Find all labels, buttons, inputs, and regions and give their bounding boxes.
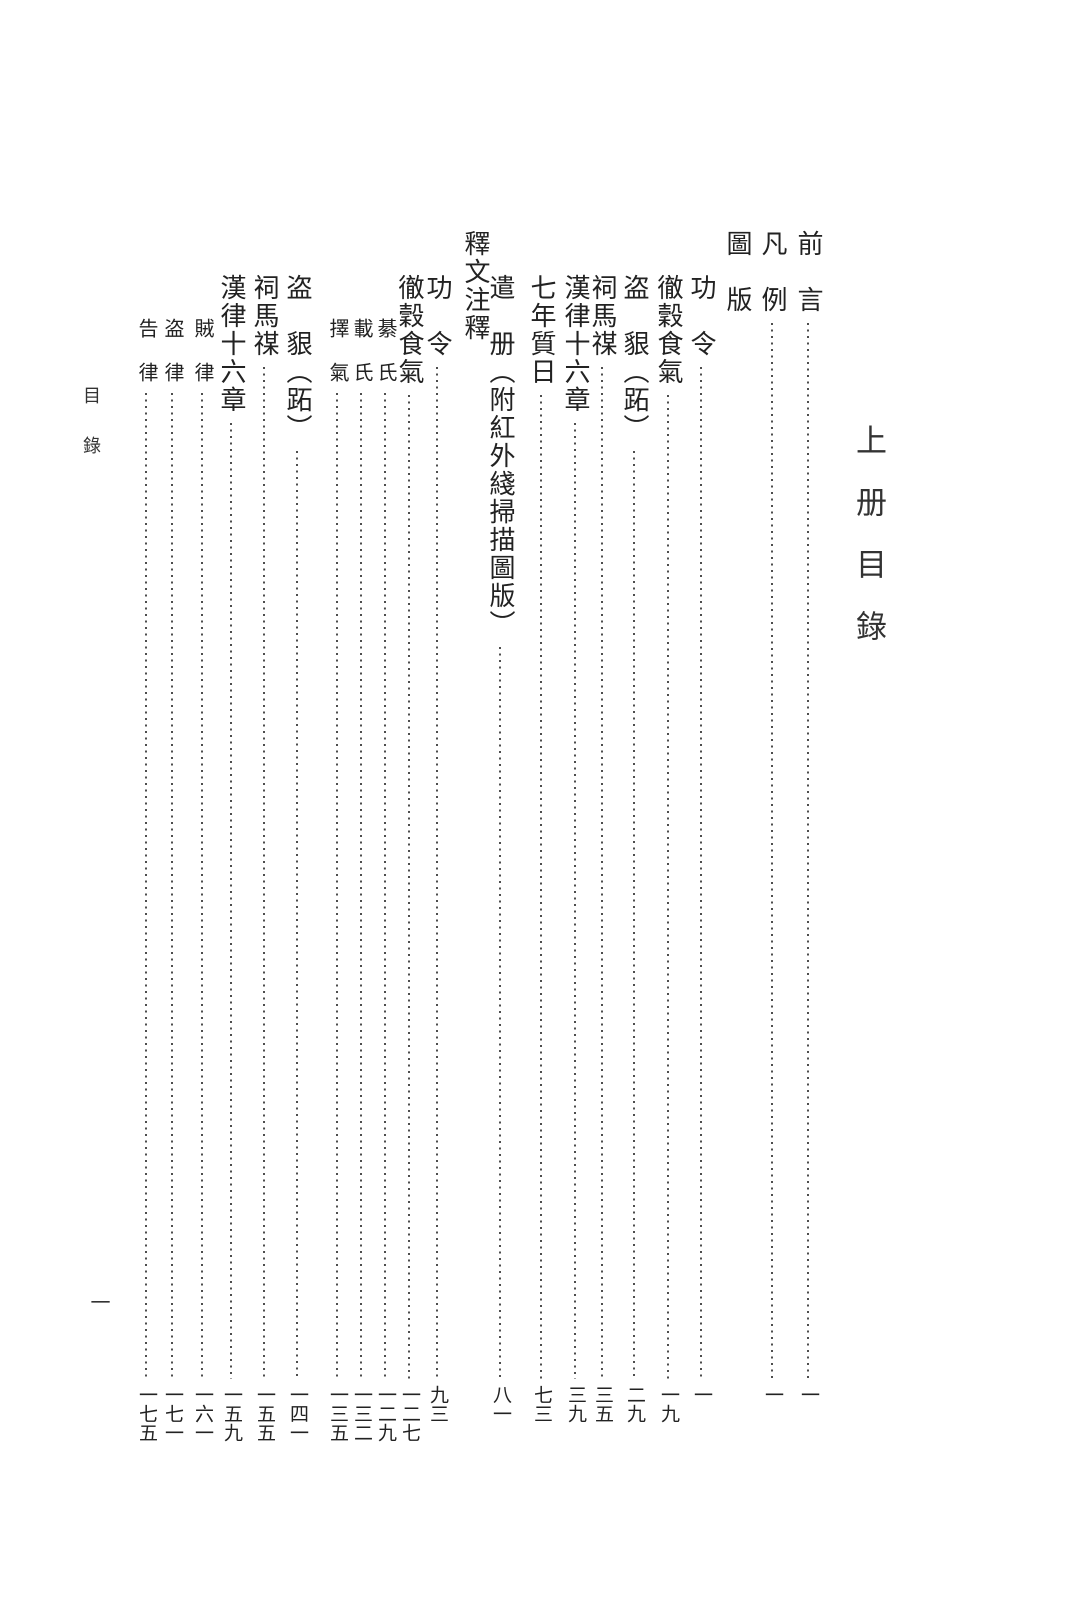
- toc-entry-label: 祠馬禖: [588, 274, 617, 358]
- toc-entry-page: 三九: [565, 1385, 586, 1423]
- dotted-leader: [360, 393, 362, 1379]
- toc-entry-label: 綦 氏: [374, 318, 396, 384]
- dotted-leader: [201, 393, 203, 1379]
- dotted-leader: [540, 395, 542, 1379]
- toc-entry-page: 一三五: [327, 1385, 348, 1442]
- toc-entry-page: 二九: [624, 1385, 645, 1423]
- dotted-leader: [384, 393, 386, 1379]
- toc-entry: 功 令 一: [683, 230, 719, 1445]
- dotted-leader: [601, 367, 603, 1379]
- toc-entry-label: 功 令: [687, 274, 716, 358]
- running-head: 目錄: [81, 386, 101, 486]
- toc-entry-label: 賊 律: [191, 318, 213, 384]
- toc-entry-label: 祠馬禖: [250, 274, 279, 358]
- toc-entry-page: 一七一: [162, 1385, 183, 1442]
- dotted-leader: [296, 451, 298, 1379]
- toc-entry-label: 盗 律: [161, 318, 183, 384]
- toc-entry-page: 一五五: [254, 1385, 275, 1442]
- toc-entry-page: 一二七: [399, 1385, 420, 1442]
- toc-entry: 盗 律 一七一: [154, 230, 190, 1445]
- toc-entry-label: 盗 貇（跖）: [283, 274, 312, 442]
- toc-entry-label: 告 律: [135, 318, 157, 384]
- toc-entry: 七年質日 七三: [523, 230, 559, 1445]
- toc-entry-page: 一三二: [351, 1385, 372, 1442]
- dotted-leader: [336, 393, 338, 1379]
- dotted-leader: [807, 323, 809, 1379]
- toc-entry-label: 盗 貇（跖）: [620, 274, 649, 442]
- toc-entry: 徹穀食氣 一九: [650, 230, 686, 1445]
- toc-entry: 告 律 一七五: [128, 230, 164, 1445]
- toc-entry-label: 凡 例: [758, 230, 787, 314]
- toc-entry-label: 載 氏: [350, 318, 372, 384]
- dotted-leader: [145, 393, 147, 1379]
- toc-section-header-label: 圖 版: [723, 230, 752, 314]
- toc-entry: 祠馬禖 三五: [584, 230, 620, 1445]
- dotted-leader: [667, 395, 669, 1379]
- toc-entry: 功 令 九三: [419, 230, 455, 1445]
- toc-entry: 盗 貇（跖） 二九: [616, 230, 652, 1445]
- toc-entry-page: 一五九: [221, 1385, 242, 1442]
- toc-entry-label: 功 令: [423, 274, 452, 358]
- dotted-leader: [700, 367, 702, 1379]
- toc-entry-label: 徹穀食氣: [395, 274, 424, 386]
- toc-entry-page: 一九: [658, 1385, 679, 1423]
- toc-entry: 綦 氏 一二九: [367, 230, 403, 1445]
- toc-entry: 載 氏 一三二: [343, 230, 379, 1445]
- toc-entry-label: 前 言: [794, 230, 823, 314]
- toc-entry-page: 一二九: [375, 1385, 396, 1442]
- dotted-leader: [171, 393, 173, 1379]
- toc-entry: 遣 册（附紅外綫掃描圖版） 八一: [482, 230, 518, 1445]
- toc-entry-page: 一: [691, 1385, 712, 1404]
- toc-entry-page: 七三: [531, 1385, 552, 1423]
- dotted-leader: [263, 367, 265, 1379]
- toc-entry-label: 徹穀食氣: [654, 274, 683, 386]
- dotted-leader: [633, 451, 635, 1379]
- toc-entry: 前 言 一: [790, 230, 826, 1445]
- toc-entry-label: 七年質日: [527, 274, 556, 386]
- toc-entry-label: 遣 册（附紅外綫掃描圖版）: [486, 274, 515, 638]
- toc-entry-page: 一四一: [287, 1385, 308, 1442]
- toc-section-header: 圖 版: [719, 230, 755, 1445]
- toc-entry: 凡 例 一: [754, 230, 790, 1445]
- toc-entry-label: 擇 氣: [326, 318, 348, 384]
- toc-entry-page: 一六一: [192, 1385, 213, 1442]
- toc-entry-page: 九三: [427, 1385, 448, 1423]
- toc-entry-page: 一: [762, 1385, 783, 1404]
- toc-entry: 擇 氣 一三五: [319, 230, 355, 1445]
- toc-section-header-label: 釋文注釋: [461, 230, 490, 342]
- toc-entry: 漢律十六章 三九: [557, 230, 593, 1445]
- dotted-leader: [436, 367, 438, 1379]
- toc-entry-label: 漢律十六章: [561, 274, 590, 414]
- toc-section-header: 釋文注釋: [457, 230, 493, 1445]
- toc-entry-label: 漢律十六章: [217, 274, 246, 414]
- toc-entry-page: 三五: [592, 1385, 613, 1423]
- toc-entry: 祠馬禖 一五五: [246, 230, 282, 1445]
- dotted-leader: [771, 323, 773, 1379]
- toc-entry-page: 一七五: [136, 1385, 157, 1442]
- toc-entry-page: 一: [798, 1385, 819, 1404]
- page-folio: 一: [87, 1292, 109, 1312]
- toc-entry: 賊 律 一六一: [184, 230, 220, 1445]
- toc-entry: 徹穀食氣 一二七: [391, 230, 427, 1445]
- toc-entry-page: 八一: [490, 1385, 511, 1423]
- dotted-leader: [408, 395, 410, 1379]
- volume-title: 上册目錄: [851, 424, 886, 672]
- dotted-leader: [574, 423, 576, 1379]
- dotted-leader: [499, 647, 501, 1379]
- toc-entry: 盗 貇（跖） 一四一: [279, 230, 315, 1445]
- toc-entry: 漢律十六章 一五九: [213, 230, 249, 1445]
- dotted-leader: [230, 423, 232, 1379]
